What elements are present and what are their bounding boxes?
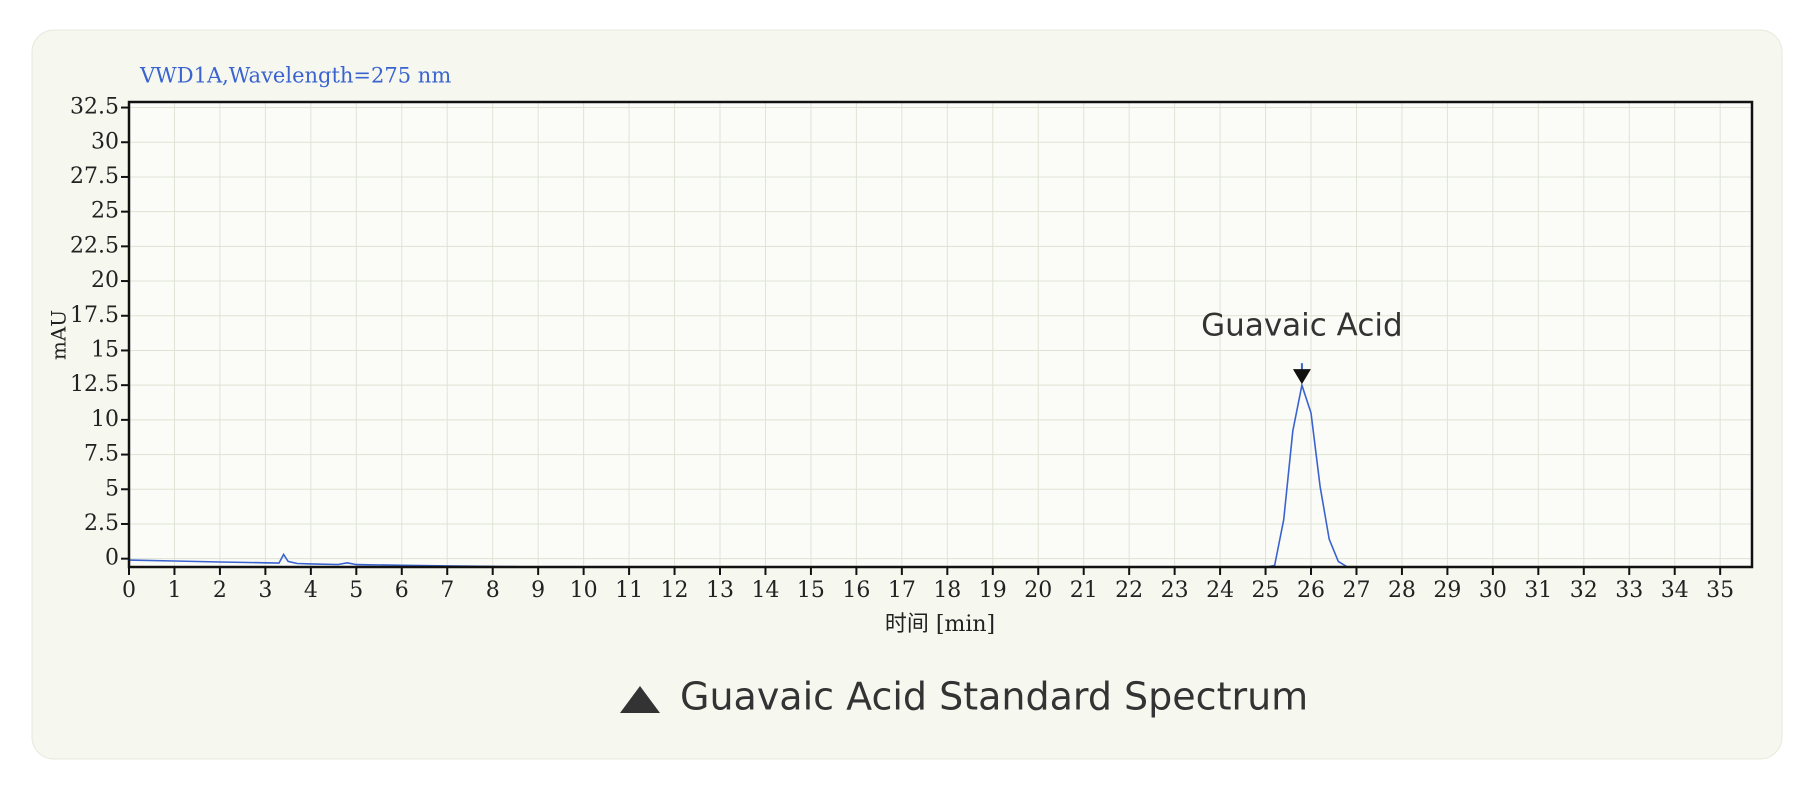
x-tick-label: 23: [1161, 578, 1189, 603]
peak-marker: [1292, 369, 1311, 385]
x-tick-label: 20: [1024, 578, 1052, 603]
x-tick-label: 24: [1206, 578, 1234, 603]
x-tick-label: 19: [979, 578, 1007, 603]
x-tick-label: 28: [1388, 578, 1416, 603]
y-tick-label: 30: [91, 129, 119, 154]
x-tick-label: 7: [440, 578, 454, 603]
plot-area: [129, 102, 1752, 567]
x-tick-label: 14: [751, 578, 779, 603]
x-tick-label: 31: [1524, 578, 1552, 603]
x-tick-label: 0: [122, 578, 136, 603]
y-tick-label: 25: [91, 199, 119, 224]
x-tick-label: 32: [1570, 578, 1598, 603]
x-axis-label: 时间 [min]: [885, 612, 995, 637]
y-tick-label: 32.5: [70, 95, 119, 120]
y-tick-label: 27.5: [70, 164, 119, 189]
y-tick-label: 22.5: [70, 233, 119, 258]
x-tick-label: 21: [1070, 578, 1098, 603]
x-tick-label: 1: [167, 578, 181, 603]
x-tick-label: 22: [1115, 578, 1143, 603]
y-tick-label: 15: [91, 337, 119, 362]
x-tick-label: 30: [1479, 578, 1507, 603]
x-tick-label: 9: [531, 578, 545, 603]
x-tick-label: 35: [1706, 578, 1734, 603]
x-tick-label: 29: [1433, 578, 1461, 603]
x-tick-label: 33: [1615, 578, 1643, 603]
x-tick-label: 27: [1342, 578, 1370, 603]
y-tick-label: 5: [105, 476, 119, 501]
x-tick-label: 25: [1252, 578, 1280, 603]
x-tick-label: 26: [1297, 578, 1325, 603]
x-tick-label: 10: [570, 578, 598, 603]
x-tick-label: 4: [304, 578, 318, 603]
peak-annotation: Guavaic Acid: [1201, 308, 1403, 344]
grid: [121, 102, 1752, 575]
x-tick-label: 18: [933, 578, 961, 603]
x-tick-label: 11: [615, 578, 643, 603]
caption-icon: [620, 686, 660, 713]
x-tick-label: 8: [486, 578, 500, 603]
y-tick-label: 2.5: [84, 511, 119, 536]
x-tick-label: 17: [888, 578, 916, 603]
x-tick-label: 2: [213, 578, 227, 603]
x-tick-label: 6: [395, 578, 409, 603]
x-tick-label: 13: [706, 578, 734, 603]
y-tick-label: 7.5: [84, 442, 119, 467]
x-tick-label: 34: [1661, 578, 1689, 603]
x-tick-label: 3: [258, 578, 272, 603]
caption: Guavaic Acid Standard Spectrum: [680, 675, 1308, 719]
x-tick-label: 5: [349, 578, 363, 603]
y-tick-label: 12.5: [70, 372, 119, 397]
x-tick-label: 15: [797, 578, 825, 603]
y-axis-label: mAU: [47, 310, 71, 360]
y-tick-label: 20: [91, 268, 119, 293]
y-tick-label: 0: [105, 546, 119, 571]
x-tick-label: 12: [661, 578, 689, 603]
x-tick-label: 16: [842, 578, 870, 603]
y-tick-label: 10: [91, 407, 119, 432]
plot-frame: [127, 100, 1754, 569]
y-tick-label: 17.5: [70, 303, 119, 328]
chart-title: VWD1A,Wavelength=275 nm: [139, 64, 451, 88]
